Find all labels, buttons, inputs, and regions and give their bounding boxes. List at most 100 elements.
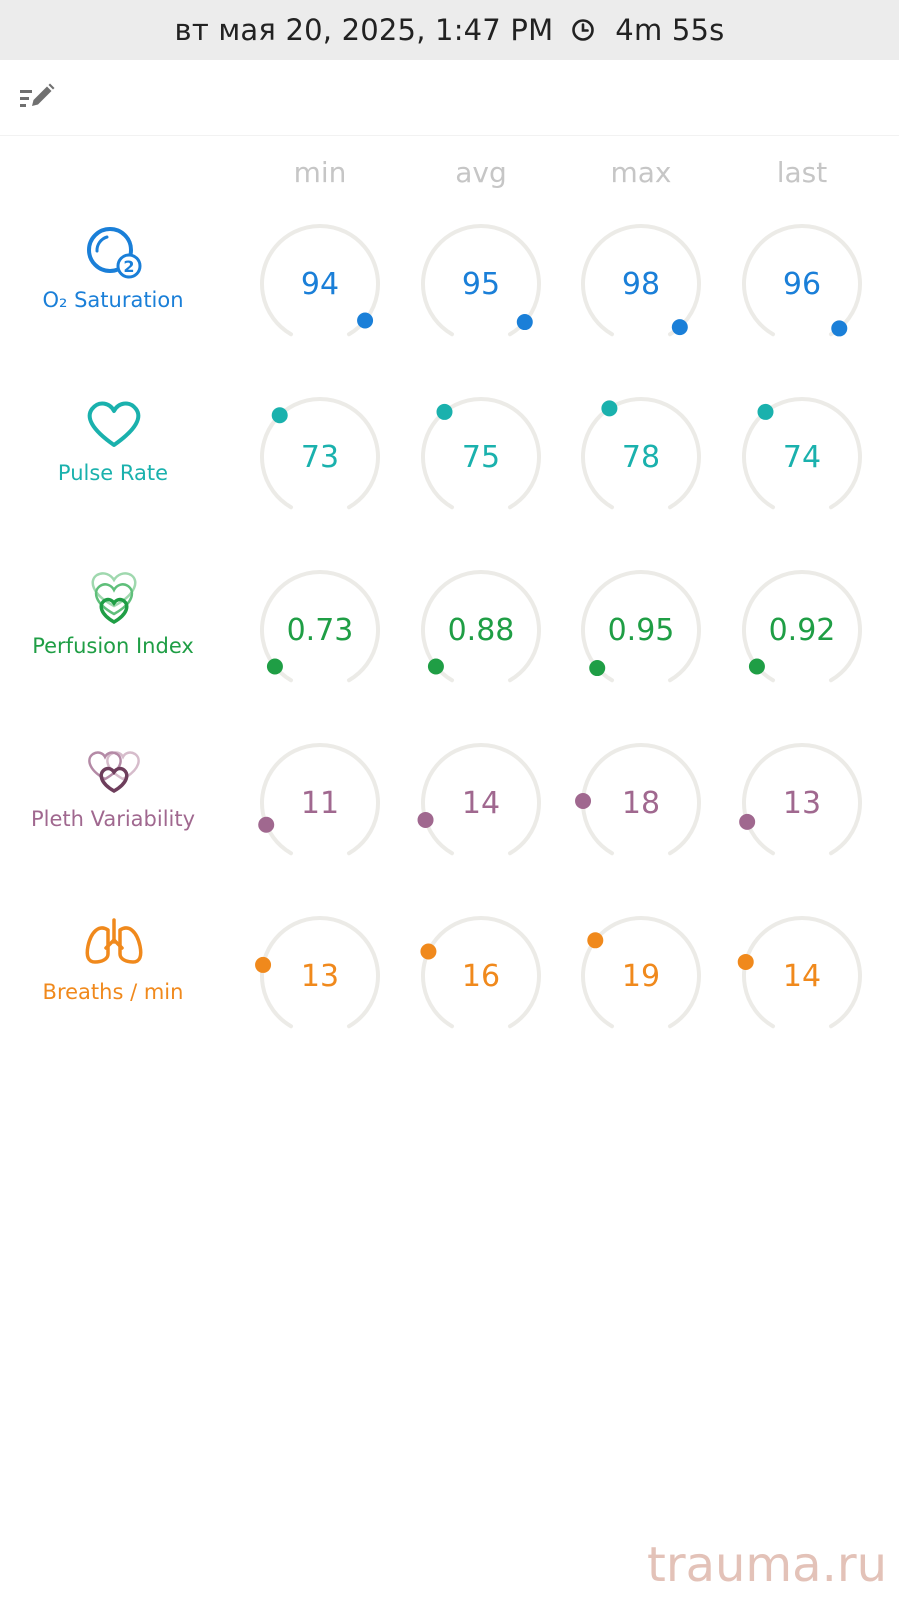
gauge-track (260, 224, 380, 337)
gauge-indicator-dot (436, 403, 453, 420)
gauge-perfusion-avg: 0.88 (411, 560, 551, 700)
gauge-value: 75 (461, 439, 501, 475)
metric-row-breaths: Breaths / min 13 16 19 14 (0, 888, 899, 1064)
pleth-hearts-icon (83, 739, 145, 801)
gauge-value: 73 (300, 439, 340, 475)
gauge-value: 0.88 (447, 612, 515, 648)
gauge-indicator-dot (258, 816, 275, 833)
gauge-spo2-avg: 95 (411, 214, 551, 354)
gauge-value: 96 (782, 266, 822, 302)
gauge-indicator-dot (671, 319, 688, 336)
gauge-dial (417, 743, 541, 856)
metric-label-spo2: 2 O₂ Saturation (0, 196, 226, 372)
gauge-value: 14 (782, 958, 822, 994)
column-header-last: last (776, 156, 828, 189)
gauge-value: 18 (621, 785, 661, 821)
gauge-value: 94 (300, 266, 340, 302)
gauge-breaths-avg: 16 (411, 906, 551, 1046)
gauge-value: 11 (300, 785, 340, 821)
gauge-track (581, 397, 701, 510)
gauge-indicator-dot (831, 320, 848, 337)
column-header-avg: avg (455, 156, 507, 189)
metric-row-perfusion: Perfusion Index 0.73 0.88 0.95 0.92 (0, 542, 899, 718)
gauge-indicator-dot (420, 943, 437, 960)
gauge-value: 0.92 (768, 612, 836, 648)
svg-text:2: 2 (123, 257, 134, 276)
gauge-value: 14 (461, 785, 501, 821)
gauge-dial (742, 224, 862, 337)
session-duration: 4m 55s (615, 13, 725, 47)
gauge-dial (260, 570, 380, 683)
lungs-icon (83, 912, 145, 974)
gauge-dial (421, 224, 541, 337)
gauge-spo2-min: 94 (250, 214, 390, 354)
watermark: trauma.ru (647, 1537, 887, 1593)
gauge-dial (260, 224, 380, 337)
column-header-max: max (610, 156, 672, 189)
session-info-bar: вт мая 20, 2025, 1:47 PM 4m 55s (0, 0, 899, 60)
o2-saturation-icon: 2 (83, 220, 145, 282)
gauge-value: 0.95 (607, 612, 675, 648)
gauge-indicator-dot (427, 658, 444, 675)
metric-label-pulse: Pulse Rate (0, 369, 226, 545)
metric-label-pleth: Pleth Variability (0, 715, 226, 891)
gauge-dial (742, 397, 862, 510)
gauge-dial (742, 570, 862, 683)
gauge-pleth-last: 13 (732, 733, 872, 873)
gauge-indicator-dot (601, 400, 618, 417)
gauge-track (260, 397, 380, 510)
gauge-track (742, 224, 862, 337)
gauge-indicator-dot (748, 658, 765, 675)
gauge-pulse-max: 78 (571, 387, 711, 527)
gauge-dial (258, 743, 380, 856)
gauge-indicator-dot (417, 811, 434, 828)
gauge-indicator-dot (357, 312, 374, 329)
gauge-value: 98 (621, 266, 661, 302)
gauge-indicator-dot (757, 403, 774, 420)
gauge-dial (581, 224, 701, 337)
gauge-value: 0.73 (286, 612, 354, 648)
gauge-dial (739, 743, 862, 856)
gauge-breaths-max: 19 (571, 906, 711, 1046)
metric-label-breaths: Breaths / min (0, 888, 226, 1064)
gauge-track (581, 570, 701, 683)
gauge-track (421, 570, 541, 683)
gauge-dial (260, 397, 380, 510)
gauge-pulse-last: 74 (732, 387, 872, 527)
heart-icon (83, 393, 145, 455)
metric-row-spo2: 2 O₂ Saturation 94 95 98 96 (0, 196, 899, 372)
gauge-track (421, 397, 541, 510)
gauge-indicator-dot (739, 813, 756, 830)
session-datetime: вт мая 20, 2025, 1:47 PM (174, 13, 554, 47)
gauge-indicator-dot (737, 953, 754, 970)
gauge-track (581, 743, 701, 856)
gauge-dial (581, 916, 701, 1029)
gauge-track (421, 916, 541, 1029)
gauge-pulse-avg: 75 (411, 387, 551, 527)
gauge-dial (421, 570, 541, 683)
metric-label-text: O₂ Saturation (42, 288, 184, 312)
gauge-pulse-min: 73 (250, 387, 390, 527)
metric-label-text: Pulse Rate (57, 461, 169, 485)
metric-label-text: Perfusion Index (32, 634, 194, 658)
gauge-value: 74 (782, 439, 822, 475)
gauge-indicator-dot (516, 314, 533, 331)
gauge-track (742, 916, 862, 1029)
gauge-dial (581, 570, 701, 683)
metric-row-pulse: Pulse Rate 73 75 78 74 (0, 369, 899, 545)
gauge-track (581, 916, 701, 1029)
gauge-dial (420, 916, 541, 1029)
gauge-value: 95 (461, 266, 501, 302)
gauge-track (260, 570, 380, 683)
gauge-indicator-dot (266, 658, 283, 675)
metric-row-pleth: Pleth Variability 11 14 18 13 (0, 715, 899, 891)
gauge-spo2-last: 96 (732, 214, 872, 354)
clock-icon (571, 18, 595, 42)
gauge-indicator-dot (575, 792, 592, 809)
gauge-value: 78 (621, 439, 661, 475)
gauge-track (421, 224, 541, 337)
gauge-track (581, 224, 701, 337)
metric-label-perfusion: Perfusion Index (0, 542, 226, 718)
column-header-min: min (293, 156, 347, 189)
edit-list-icon[interactable] (16, 80, 58, 114)
